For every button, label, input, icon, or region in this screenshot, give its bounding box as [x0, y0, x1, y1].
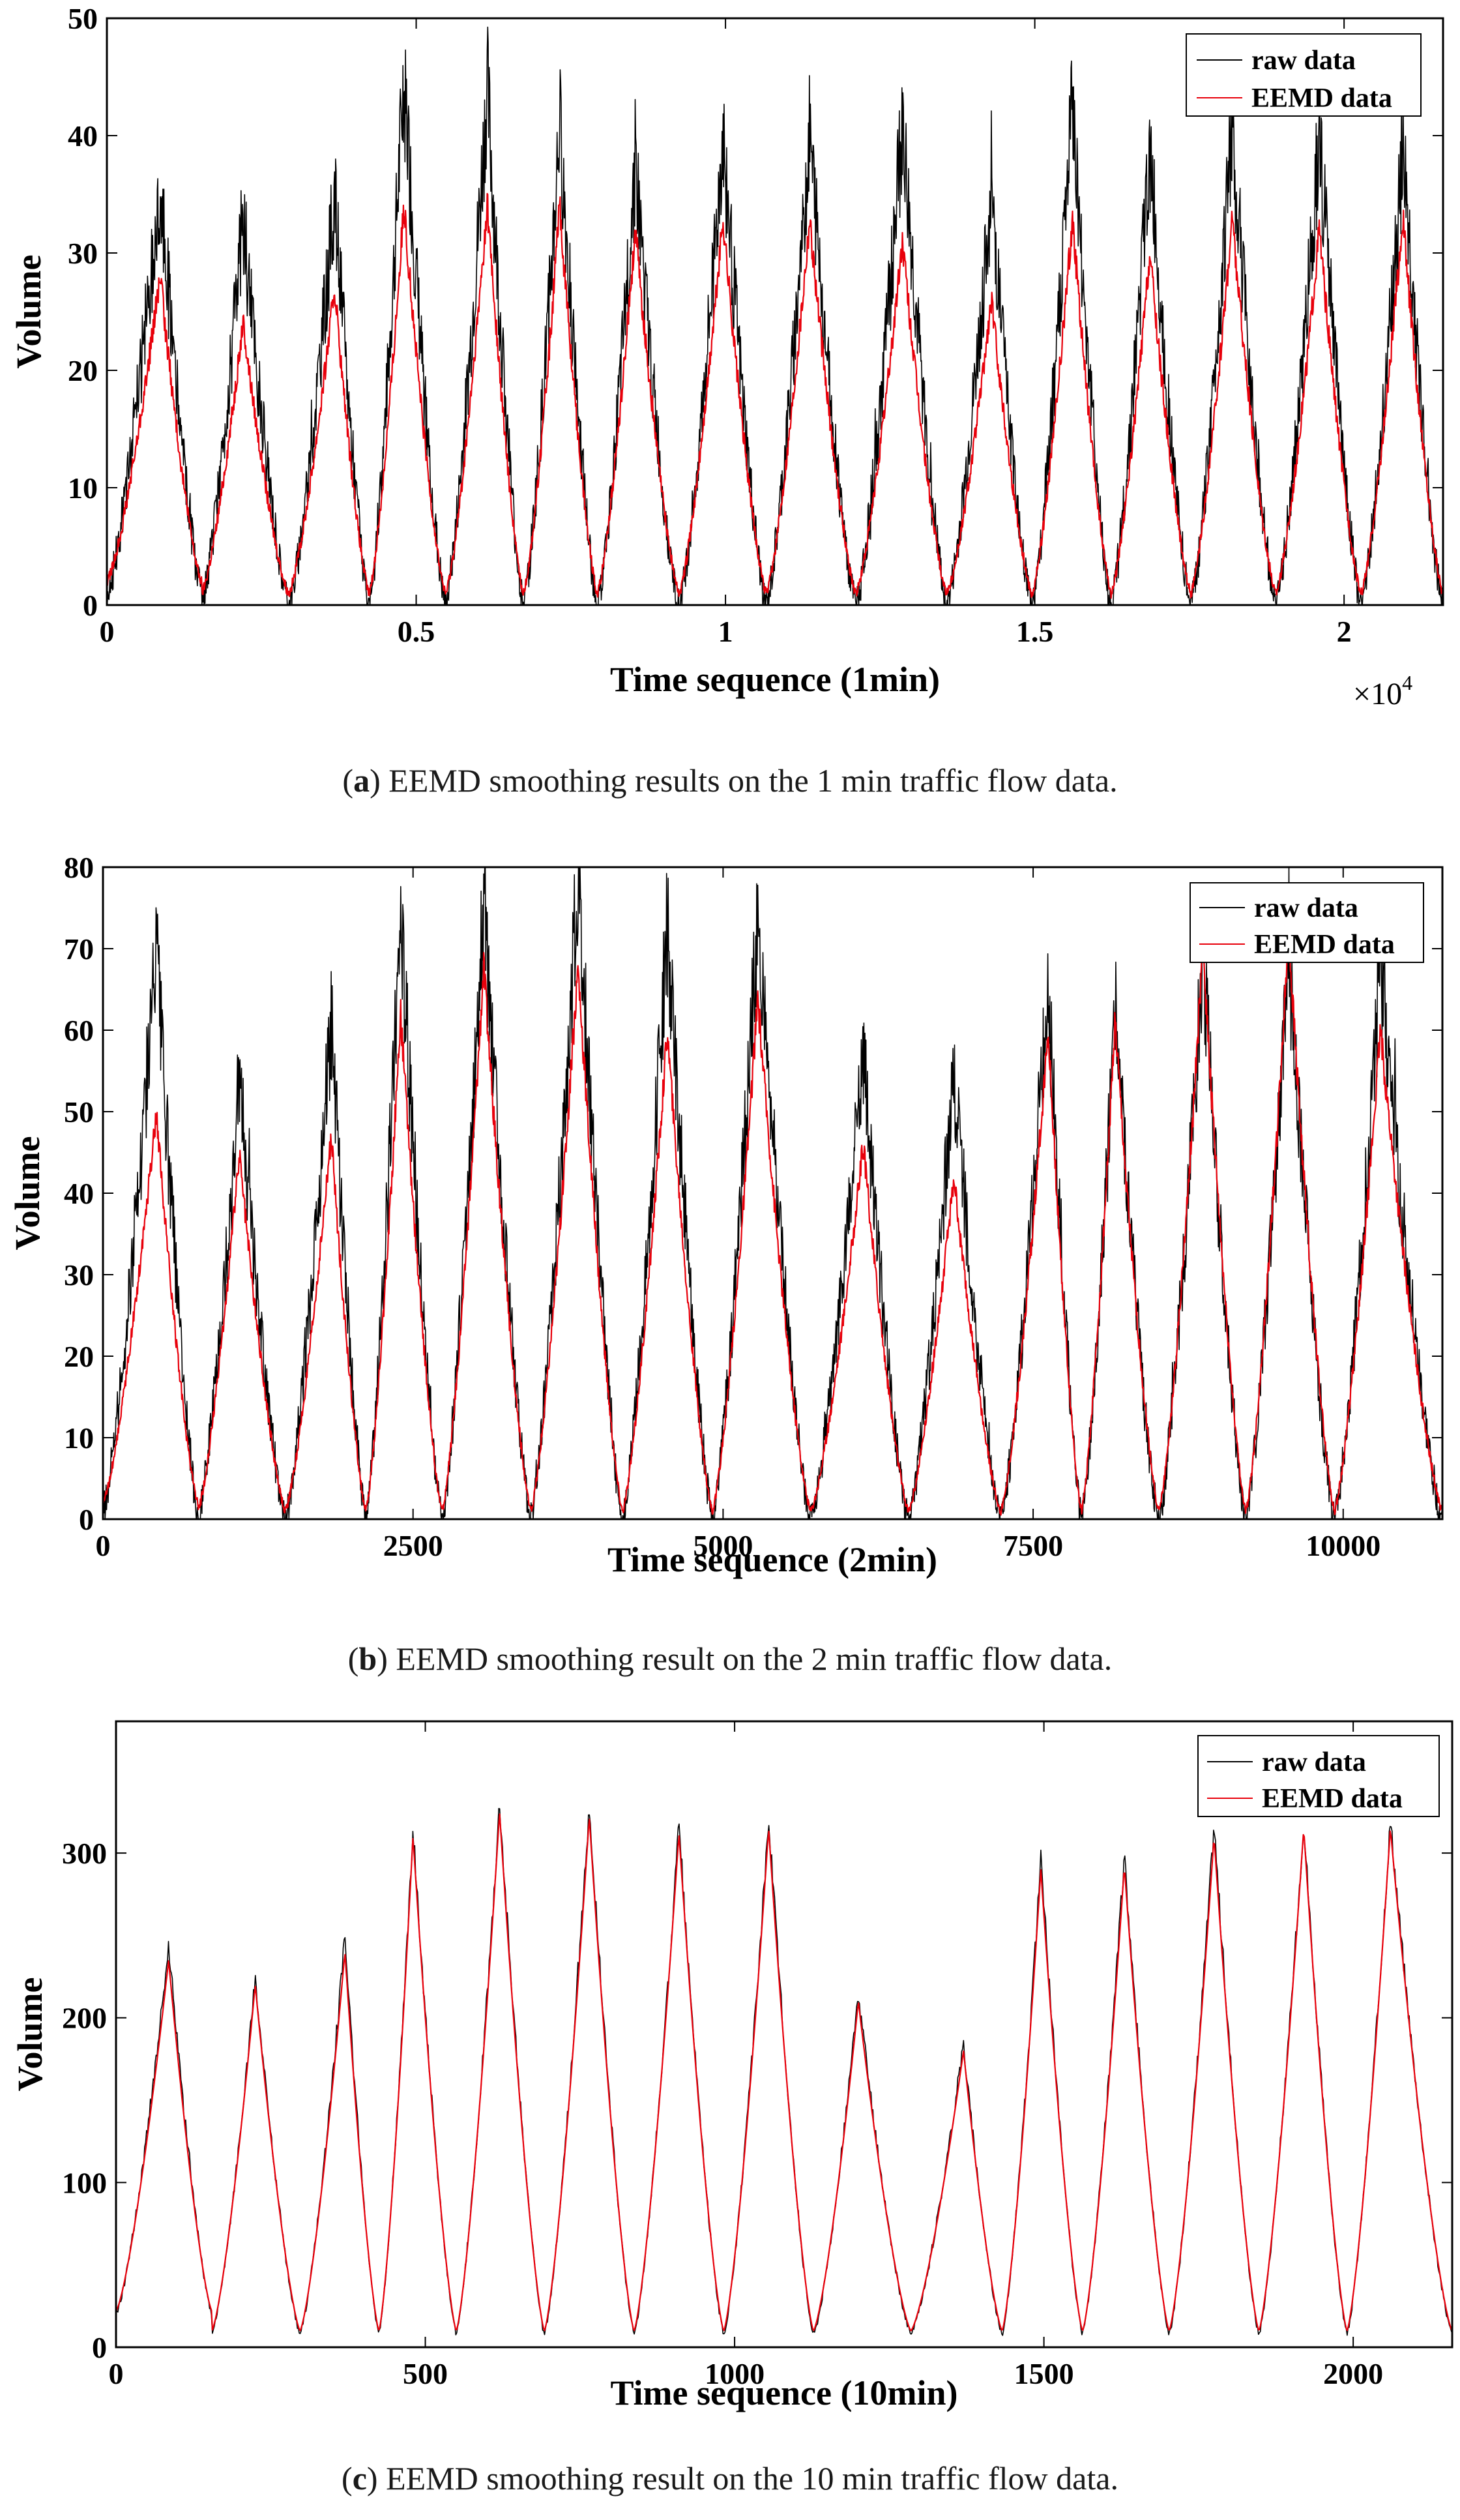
legend-label-raw: raw data [1254, 893, 1358, 923]
y-tick-label: 20 [64, 1340, 94, 1373]
x-tick-label: 500 [403, 2357, 448, 2390]
legend-box [1186, 33, 1422, 117]
series-line-raw [103, 867, 1442, 1519]
series-line-raw [116, 1807, 1452, 2336]
y-tick-label: 50 [68, 2, 98, 35]
chart-c: Time sequence (10min) Volume raw data EE… [10, 1720, 1453, 2412]
legend: raw data EEMD data [1190, 882, 1424, 963]
y-tick-label: 10 [68, 471, 98, 505]
panel-b: Time sequence (2min) Volume raw data EEM… [0, 822, 1460, 1702]
chart-b: Time sequence (2min) Volume raw data EEM… [8, 851, 1444, 1579]
plot-area [116, 1807, 1452, 2336]
y-tick-label: 80 [64, 851, 94, 884]
y-tick-label: 300 [62, 1837, 107, 1870]
y-axis-title: Volume [9, 254, 48, 368]
series-line-raw [107, 26, 1443, 605]
chart-a: Time sequence (1min) Volume ×104 raw dat… [9, 2, 1444, 711]
legend-label-eemd: EEMD data [1251, 83, 1392, 113]
y-tick-label: 0 [79, 1503, 94, 1536]
tick-marks [102, 867, 1442, 1520]
panel-c: Time sequence (10min) Volume raw data EE… [0, 1702, 1460, 2520]
x-multiplier: ×104 [1353, 671, 1412, 711]
x-tick-label: 1000 [705, 2357, 765, 2390]
legend: raw data EEMD data [1186, 33, 1422, 117]
y-tick-label: 20 [68, 354, 98, 387]
legend: raw data EEMD data [1197, 1735, 1440, 1817]
y-tick-label: 30 [64, 1258, 94, 1292]
y-axis-title: Volume [10, 1977, 50, 2091]
x-tick-label: 2000 [1323, 2357, 1383, 2390]
caption-letter: b [358, 1640, 377, 1677]
y-tick-label: 10 [64, 1421, 94, 1455]
y-tick-label: 0 [83, 589, 98, 622]
y-tick-label: 50 [64, 1095, 94, 1129]
axes-frame [106, 17, 1444, 606]
y-tick-label: 30 [68, 237, 98, 270]
series-line-eemd [103, 934, 1442, 1516]
caption-letter: c [352, 2460, 367, 2497]
caption-letter: a [353, 762, 370, 799]
x-axis-title: Time sequence (2min) [607, 1540, 937, 1579]
caption-b: (b) EEMD smoothing result on the 2 min t… [347, 1640, 1113, 1677]
x-tick-label: 5000 [693, 1529, 753, 1562]
tick-marks [106, 18, 1443, 606]
legend-label-raw: raw data [1262, 1747, 1366, 1777]
series-line-eemd [116, 1813, 1452, 2332]
panel-a: Time sequence (1min) Volume ×104 raw dat… [0, 0, 1460, 822]
x-tick-label: 2 [1337, 615, 1352, 648]
y-tick-label: 40 [64, 1177, 94, 1210]
legend-label-eemd: EEMD data [1262, 1784, 1403, 1814]
plot-area [103, 867, 1442, 1519]
x-tick-label: 0 [109, 2357, 124, 2390]
y-tick-label: 0 [92, 2331, 107, 2364]
series-line-eemd [107, 192, 1443, 599]
caption-c: (c) EEMD smoothing result on the 10 min … [342, 2460, 1118, 2497]
x-tick-label: 1500 [1014, 2357, 1074, 2390]
legend-label-raw: raw data [1251, 46, 1356, 76]
tick-marks [115, 1721, 1452, 2348]
x-tick-label: 1.5 [1016, 615, 1054, 648]
x-tick-label: 0 [96, 1529, 111, 1562]
legend-box [1190, 882, 1424, 963]
x-tick-label: 0 [100, 615, 115, 648]
y-tick-label: 70 [64, 932, 94, 966]
legend-label-eemd: EEMD data [1254, 930, 1395, 960]
legend-box [1197, 1735, 1440, 1817]
x-axis-title: Time sequence (1min) [610, 660, 940, 699]
x-tick-label: 0.5 [398, 615, 435, 648]
x-axis-title: Time sequence (10min) [611, 2373, 958, 2412]
y-tick-label: 40 [68, 119, 98, 153]
x-tick-label: 10000 [1306, 1529, 1380, 1562]
y-tick-label: 200 [62, 2002, 107, 2035]
axes-frame [115, 1720, 1453, 2349]
y-tick-label: 60 [64, 1014, 94, 1047]
plot-area [107, 26, 1443, 605]
y-axis-title: Volume [8, 1136, 47, 1250]
caption-a: (a) EEMD smoothing results on the 1 min … [342, 762, 1118, 799]
x-tick-label: 7500 [1003, 1529, 1063, 1562]
x-tick-label: 1 [718, 615, 733, 648]
y-tick-label: 100 [62, 2166, 107, 2199]
x-tick-label: 2500 [383, 1529, 443, 1562]
